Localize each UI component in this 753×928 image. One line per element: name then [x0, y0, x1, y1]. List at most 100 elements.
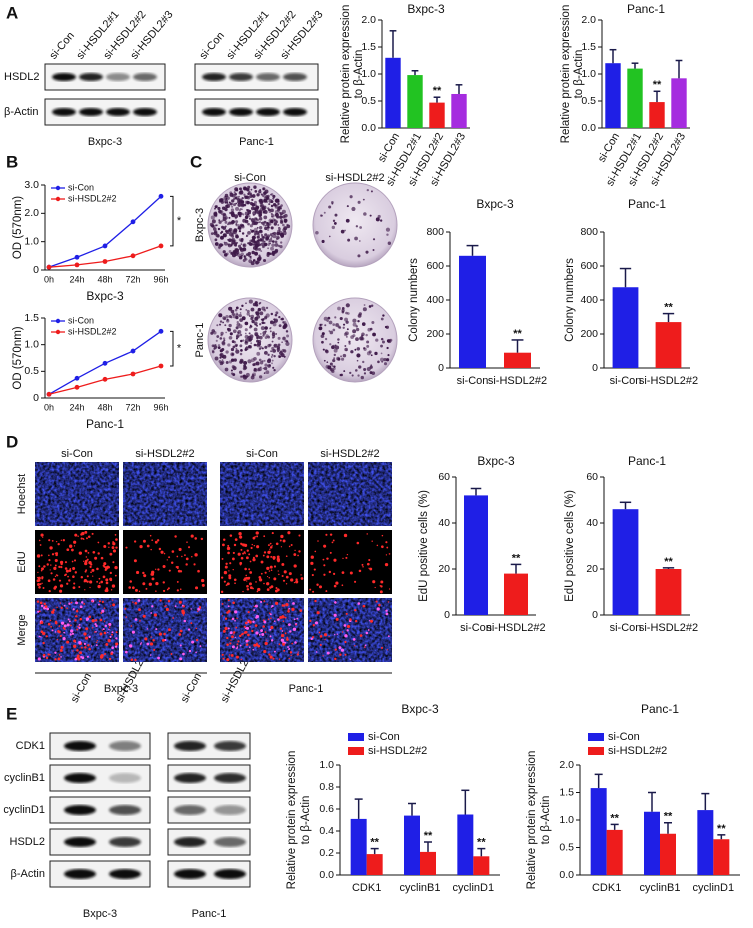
- nuclei-stain: [35, 462, 119, 526]
- colony: [326, 361, 329, 364]
- lane-label: si-Con: [69, 671, 95, 705]
- edu-signal: [288, 545, 291, 548]
- edu-signal: [91, 619, 95, 623]
- edu-signal: [262, 625, 265, 628]
- colony: [247, 213, 250, 216]
- edu-signal: [287, 646, 289, 648]
- colony: [335, 345, 340, 350]
- y-axis-label: EdU positive cells (%): [564, 490, 576, 602]
- colony: [231, 219, 235, 224]
- edu-signal: [40, 533, 44, 537]
- edu-signal: [317, 540, 319, 542]
- cell-line-label: Bxpc-3: [83, 908, 117, 920]
- colony: [235, 345, 238, 347]
- edu-signal: [244, 577, 247, 580]
- edu-signal: [385, 612, 389, 616]
- edu-signal: [86, 575, 89, 578]
- edu-signal: [176, 589, 179, 592]
- colony: [266, 221, 269, 225]
- edu-signal: [379, 584, 382, 587]
- edu-signal: [91, 599, 95, 603]
- edu-signal: [167, 599, 171, 603]
- edu-signal: [154, 540, 158, 544]
- colony: [277, 224, 280, 226]
- edu-signal: [98, 582, 101, 584]
- blot-band: [109, 837, 141, 847]
- edu-signal: [247, 621, 249, 623]
- edu-signal: [288, 572, 292, 576]
- edu-signal: [245, 556, 249, 560]
- colony: [255, 311, 258, 314]
- edu-signal: [275, 589, 278, 593]
- edu-signal: [333, 558, 337, 562]
- edu-signal: [226, 546, 231, 551]
- y-tick-label: 1.0: [581, 68, 596, 80]
- colony: [354, 348, 357, 351]
- edu-signal: [153, 648, 156, 651]
- colony: [230, 316, 233, 319]
- colony: [236, 321, 239, 324]
- colony: [228, 201, 231, 204]
- edu-signal: [194, 553, 198, 557]
- edu-signal: [240, 548, 243, 551]
- edu-signal: [95, 624, 98, 628]
- colony: [238, 209, 241, 212]
- edu-signal: [333, 584, 337, 588]
- legend-swatch: [348, 747, 364, 755]
- colony: [277, 200, 280, 203]
- edu-signal: [69, 633, 72, 636]
- colony: [277, 348, 280, 351]
- colony: [243, 366, 248, 370]
- colony: [228, 250, 232, 253]
- edu-signal: [231, 617, 235, 621]
- edu-signal: [108, 546, 110, 548]
- colony: [356, 347, 361, 351]
- colony: [363, 372, 367, 375]
- colony: [258, 256, 262, 260]
- colony: [262, 236, 266, 239]
- edu-signal: [191, 640, 195, 644]
- colony: [328, 330, 331, 332]
- edu-signal: [100, 580, 104, 584]
- edu-signal: [38, 579, 41, 582]
- edu-signal: [239, 535, 243, 539]
- edu-signal: [273, 620, 276, 623]
- colony: [228, 323, 232, 328]
- colony: [228, 238, 232, 243]
- colony: [380, 317, 384, 321]
- edu-signal: [162, 589, 166, 593]
- colony: [329, 330, 334, 335]
- edu-signal: [38, 635, 41, 638]
- edu-signal: [385, 541, 388, 544]
- edu-signal: [72, 586, 76, 590]
- edu-signal: [287, 600, 290, 602]
- colony: [279, 245, 283, 249]
- edu-signal: [96, 567, 99, 571]
- bar: [655, 569, 682, 615]
- colony: [239, 360, 243, 364]
- edu-signal: [323, 564, 326, 567]
- edu-signal: [282, 539, 286, 543]
- edu-signal: [182, 614, 185, 616]
- colony: [277, 354, 281, 358]
- cell-line-label: Bxpc-3: [194, 208, 206, 242]
- colony: [277, 350, 279, 353]
- colony: [221, 219, 224, 223]
- significance: **: [370, 837, 379, 849]
- edu-signal: [131, 630, 136, 634]
- edu-signal: [252, 558, 256, 562]
- edu-signal: [260, 600, 263, 604]
- edu-signal: [181, 610, 184, 613]
- blot-band: [52, 108, 76, 116]
- colony: [235, 206, 240, 211]
- colony: [337, 325, 341, 329]
- edu-signal: [78, 586, 81, 589]
- colony: [217, 344, 221, 347]
- y-tick-label: 0: [33, 264, 39, 276]
- bar: [697, 810, 714, 875]
- edu-signal: [249, 626, 251, 628]
- edu-signal: [230, 653, 234, 657]
- edu-signal: [112, 603, 116, 607]
- colony: [246, 187, 249, 191]
- edu-signal: [266, 575, 269, 578]
